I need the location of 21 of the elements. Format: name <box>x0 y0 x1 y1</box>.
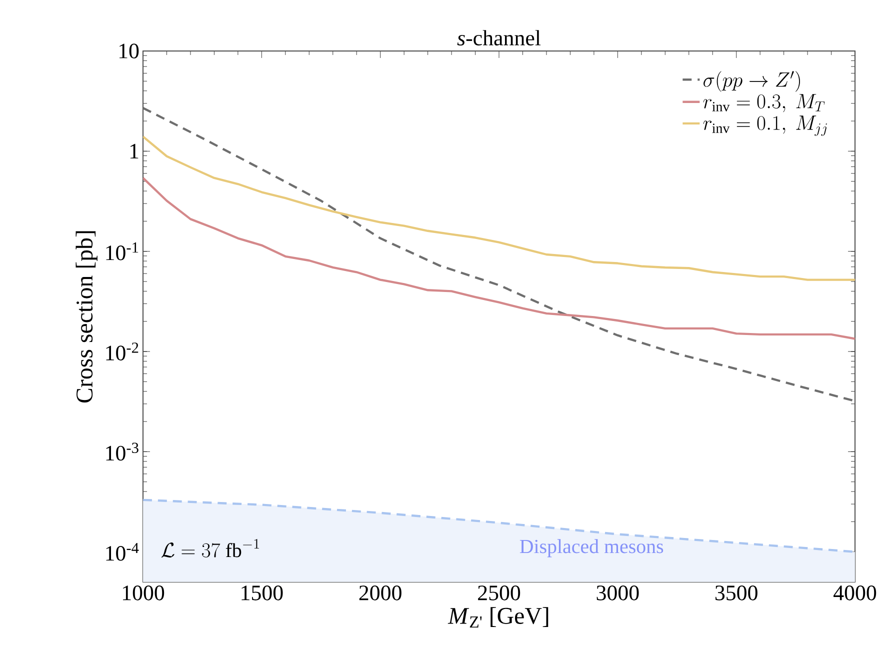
x-tick-label: 1000 <box>123 586 164 600</box>
y-axis-title: Cross section [pb] <box>76 231 98 403</box>
series-label: Displaced mesons <box>520 539 664 558</box>
y-tick-label: 1 <box>130 144 138 158</box>
legend-label: $r_{\mathrm{inv}} = 0.3,\ M_T$ <box>703 94 825 112</box>
y-tick-label: 10$^{-3}$ <box>106 442 138 461</box>
legend-label: $r_{\mathrm{inv}} = 0.1,\ M_{jj}$ <box>703 116 827 136</box>
legend-label: $\sigma(pp \to Z')$ <box>704 71 800 92</box>
x-tick-label: 3500 <box>715 586 758 600</box>
x-tick-label: 1500 <box>242 586 283 600</box>
chart-title: s-channel <box>457 30 541 46</box>
x-tick-label: 2500 <box>478 586 520 600</box>
x-tick-label: 3000 <box>596 586 639 600</box>
x-axis-title: M$_{Z'}$ [GeV] <box>448 607 548 628</box>
y-tick-label: 10$^{-1}$ <box>106 242 138 260</box>
y-tick-label: 10$^{-2}$ <box>106 342 138 360</box>
y-tick-label: 10$^{-4}$ <box>106 542 139 561</box>
x-tick-label: 4000 <box>834 586 876 600</box>
x-tick-label: 2000 <box>359 586 402 600</box>
annotation: $\mathcal{L} = 37\ \mathrm{fb}^{-1}$ <box>161 539 259 558</box>
y-tick-label: 10 <box>119 44 139 58</box>
